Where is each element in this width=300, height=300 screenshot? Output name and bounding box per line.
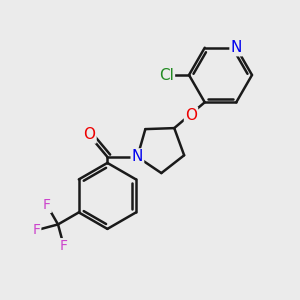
Text: F: F — [60, 239, 68, 253]
Text: N: N — [132, 149, 143, 164]
Text: Cl: Cl — [159, 68, 174, 82]
Text: F: F — [43, 198, 51, 212]
Text: O: O — [83, 128, 95, 142]
Text: O: O — [185, 108, 197, 123]
Text: F: F — [32, 223, 40, 237]
Text: N: N — [231, 40, 242, 55]
